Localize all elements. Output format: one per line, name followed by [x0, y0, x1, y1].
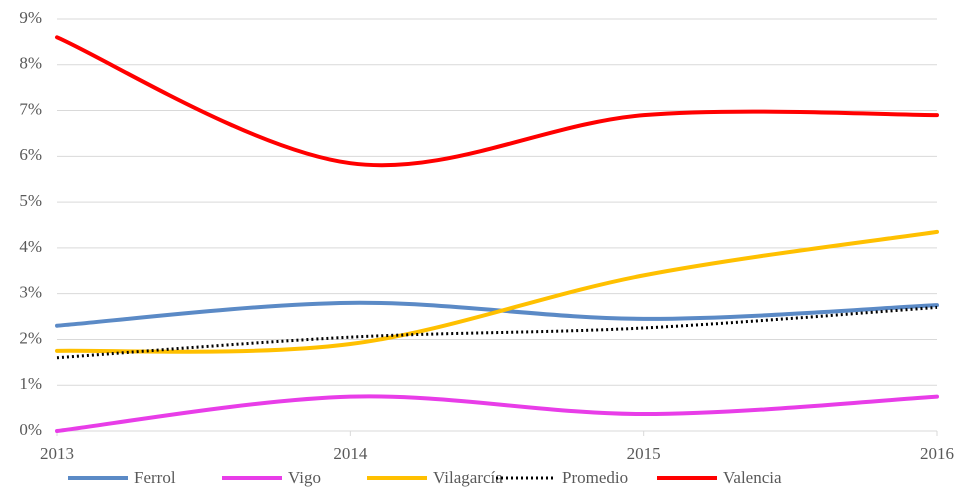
y-tick-label: 3% [19, 283, 42, 302]
y-tick-label: 2% [19, 328, 42, 347]
y-tick-label: 7% [19, 99, 42, 118]
series-line [55, 229, 939, 354]
x-tick-label: 2015 [627, 444, 661, 463]
y-tick-label: 4% [19, 237, 42, 256]
y-tick-label: 1% [19, 374, 42, 393]
y-tick-label: 0% [19, 420, 42, 439]
legend-label: Vilagarcía [433, 468, 503, 487]
x-tick-label: 2016 [920, 444, 954, 463]
y-tick-label: 9% [19, 8, 42, 27]
series-line [55, 300, 939, 328]
y-tick-label: 5% [19, 191, 42, 210]
x-tick-label: 2014 [333, 444, 368, 463]
legend-label: Promedio [562, 468, 628, 487]
series-line [56, 305, 938, 360]
y-tick-label: 6% [19, 145, 42, 164]
y-tick-label: 8% [19, 54, 42, 73]
legend-label: Valencia [723, 468, 782, 487]
series-line [55, 35, 939, 168]
x-tick-label: 2013 [40, 444, 74, 463]
legend-label: Ferrol [134, 468, 176, 487]
legend-label: Vigo [288, 468, 321, 487]
series-line [55, 394, 939, 433]
